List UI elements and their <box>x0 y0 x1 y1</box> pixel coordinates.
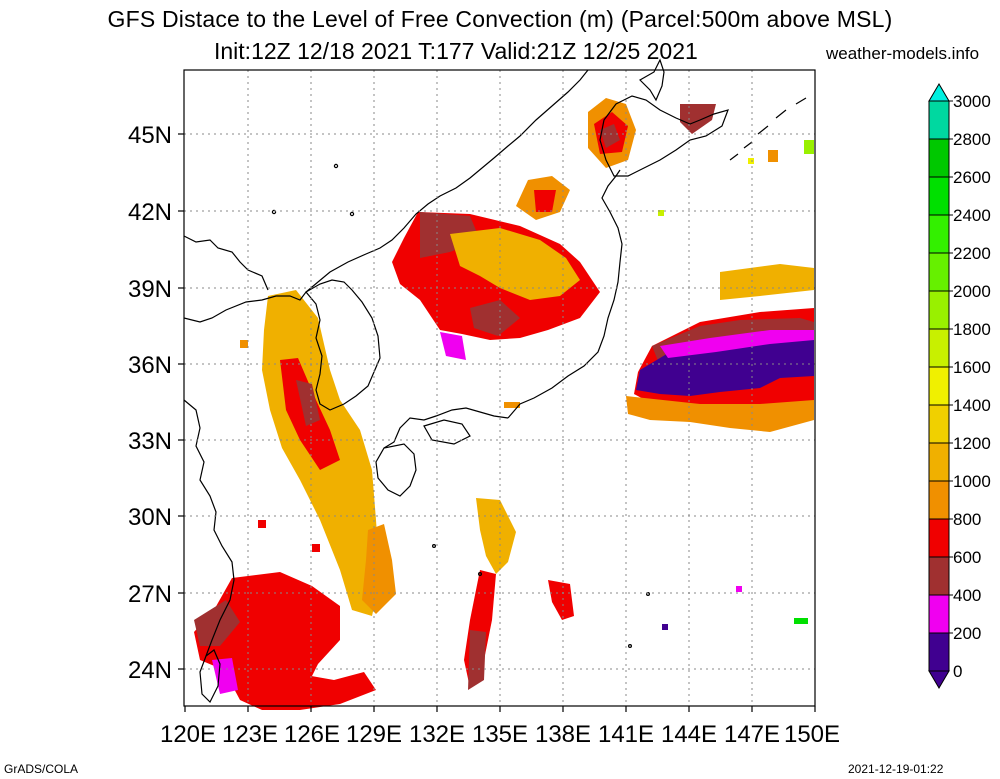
lat-tick-label: 30N <box>128 504 172 531</box>
colorbar-bottom-arrow <box>928 670 950 689</box>
lat-tick-label: 24N <box>128 657 172 684</box>
lon-tick-label: 135E <box>472 721 528 748</box>
lon-tick-label: 138E <box>535 721 591 748</box>
colorbar-swatch <box>928 328 950 368</box>
chart-subtitle: Init:12Z 12/18 2021 T:177 Valid:21Z 12/2… <box>214 38 698 64</box>
lat-tick-label: 27N <box>128 581 172 608</box>
lat-axis-labels: 45N 42N 39N 36N 33N 30N 27N 24N <box>128 122 172 684</box>
lat-tick-label: 36N <box>128 352 172 379</box>
lat-tick-label: 45N <box>128 122 172 149</box>
colorbar-label: 800 <box>953 510 981 529</box>
colorbar-label: 2400 <box>953 206 991 225</box>
lon-tick-label: 147E <box>724 721 780 748</box>
colorbar-swatch <box>928 594 950 634</box>
colorbar-label: 3000 <box>953 92 991 111</box>
colorbar-label: 1400 <box>953 396 991 415</box>
lon-tick-label: 120E <box>160 721 216 748</box>
colorbar-swatch <box>928 404 950 444</box>
colorbar-swatch <box>928 556 950 596</box>
lon-tick-label: 144E <box>661 721 717 748</box>
axis-ticks <box>178 133 816 712</box>
colorbar-label: 1600 <box>953 358 991 377</box>
lon-tick-label: 126E <box>284 721 340 748</box>
lon-tick-label: 132E <box>409 721 465 748</box>
colorbar-swatch <box>928 252 950 292</box>
colorbar-label: 2000 <box>953 282 991 301</box>
graticule <box>184 70 815 706</box>
colorbar-swatch <box>928 138 950 178</box>
colorbar-label: 1200 <box>953 434 991 453</box>
colorbar: 3000280026002400220020001800160014001200… <box>928 83 991 689</box>
colorbar-swatch <box>928 366 950 406</box>
lon-axis-labels: 120E 123E 126E 129E 132E 135E 138E 141E … <box>160 721 840 748</box>
timestamp: 2021-12-19-01:22 <box>848 762 944 776</box>
colorbar-label: 200 <box>953 624 981 643</box>
chart-title: GFS Distace to the Level of Free Convect… <box>107 6 893 32</box>
colorbar-swatch <box>928 480 950 520</box>
colorbar-swatch <box>928 632 950 672</box>
coastlines <box>183 58 807 704</box>
colorbar-label: 2600 <box>953 168 991 187</box>
lon-tick-label: 123E <box>222 721 278 748</box>
software-credit: GrADS/COLA <box>4 762 79 776</box>
lfc-shading <box>194 98 814 710</box>
colorbar-swatch <box>928 214 950 254</box>
colorbar-label: 400 <box>953 586 981 605</box>
colorbar-label: 2800 <box>953 130 991 149</box>
lat-tick-label: 42N <box>128 199 172 226</box>
site-credit: weather-models.info <box>826 44 980 63</box>
colorbar-swatch <box>928 442 950 482</box>
colorbar-label: 0 <box>953 662 962 681</box>
lon-tick-label: 150E <box>784 721 840 748</box>
colorbar-swatch <box>928 176 950 216</box>
lon-tick-label: 141E <box>598 721 654 748</box>
lat-tick-label: 33N <box>128 428 172 455</box>
colorbar-swatch <box>928 290 950 330</box>
colorbar-label: 2200 <box>953 244 991 263</box>
colorbar-label: 1800 <box>953 320 991 339</box>
colorbar-label: 600 <box>953 548 981 567</box>
colorbar-swatch <box>928 518 950 558</box>
colorbar-label: 1000 <box>953 472 991 491</box>
colorbar-top-arrow <box>928 83 950 102</box>
lat-tick-label: 39N <box>128 276 172 303</box>
colorbar-swatch <box>928 100 950 140</box>
lon-tick-label: 129E <box>346 721 402 748</box>
